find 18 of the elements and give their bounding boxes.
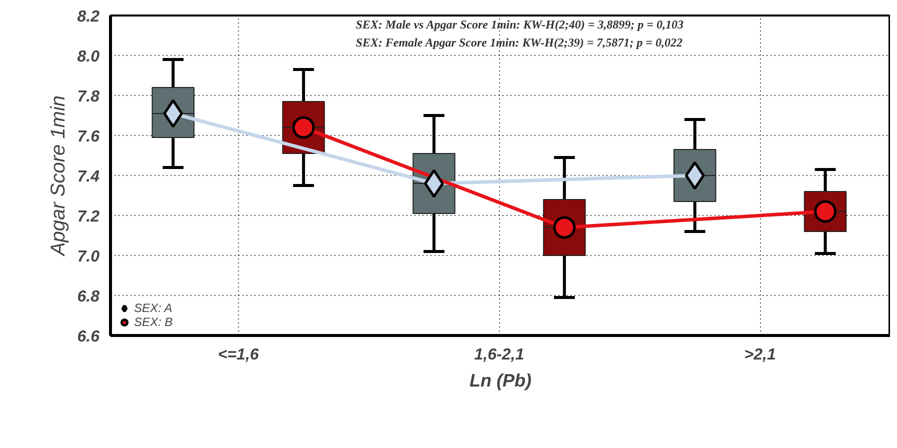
- y-tick-label: 6.8: [77, 288, 100, 306]
- y-tick-label: 7.6: [77, 128, 100, 146]
- y-tick-label: 7.4: [77, 168, 100, 186]
- x-tick-label: 1,6-2,1: [474, 346, 524, 364]
- legend-label: SEX: A: [134, 301, 172, 315]
- x-tick-label: >2,1: [744, 346, 776, 364]
- y-tick-label: 8.0: [77, 48, 100, 66]
- annotation: SEX: Male vs Apgar Score 1min: KW-H(2;40) = 3,8899; p = 0,103: [356, 18, 684, 32]
- y-tick-label: 7.8: [77, 88, 100, 106]
- y-tick-label: 8.2: [77, 8, 100, 26]
- x-axis-title: Ln (Pb): [470, 370, 532, 390]
- legend-label: SEX: B: [134, 315, 173, 329]
- annotation: SEX: Female Apgar Score 1min: KW-H(2;39) = 7,5871; p = 0,022: [356, 36, 683, 50]
- y-tick-label: 7.0: [77, 248, 100, 266]
- y-tick-label: 6.6: [77, 328, 100, 346]
- y-axis-title: Apgar Score 1min: [47, 95, 70, 257]
- y-tick-label: 7.2: [77, 208, 100, 226]
- x-tick-label: <=1,6: [218, 346, 259, 364]
